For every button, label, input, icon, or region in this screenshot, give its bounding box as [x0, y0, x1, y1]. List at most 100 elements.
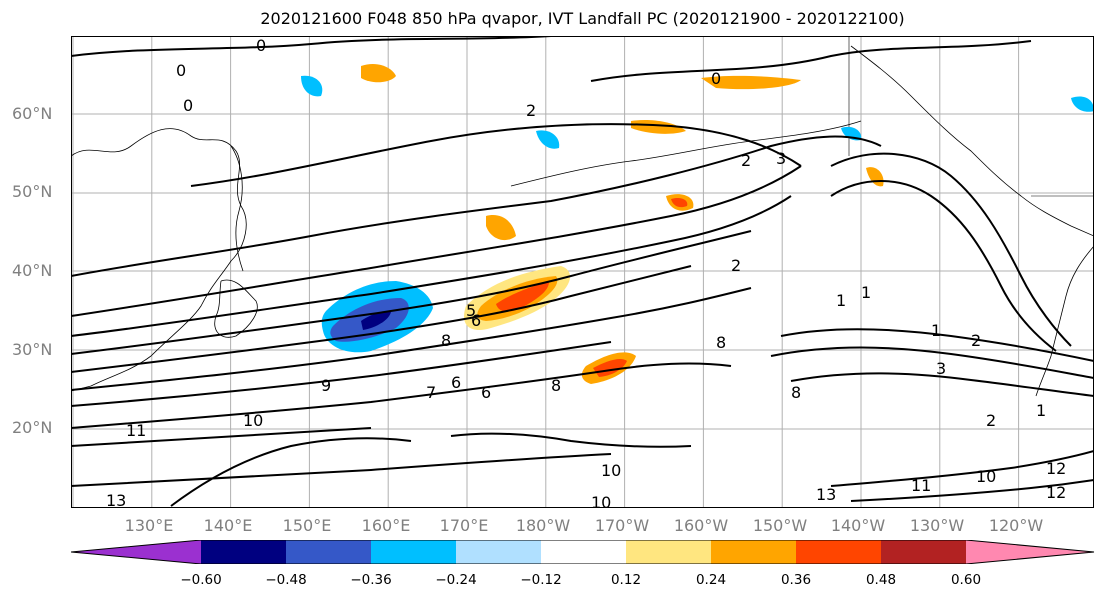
contour-13	[71, 453, 612, 487]
lon-label-140e: 140°E	[203, 516, 253, 535]
contour-label: 10	[976, 467, 996, 486]
anomaly-east-positive-core	[593, 358, 627, 377]
anomaly-bering-positive	[631, 120, 686, 134]
anomaly-gulf-positive	[701, 75, 801, 90]
contour-south-a	[170, 437, 412, 507]
colorbar-cell	[541, 540, 626, 564]
contour-10	[71, 362, 732, 429]
colorbar-cell	[201, 540, 286, 564]
contour-east-12	[850, 479, 1094, 502]
contour-label: 6	[481, 383, 491, 402]
colorbar-tick-024: 0.24	[695, 572, 727, 588]
lon-label-170w: 170°W	[594, 516, 650, 535]
colorbar-cell	[456, 540, 541, 564]
contour-label: 8	[441, 331, 451, 350]
lon-label-150w: 150°W	[752, 516, 808, 535]
contour-8	[71, 287, 752, 391]
colorbar-tick-neg060: −0.60	[180, 572, 222, 588]
anomaly-north3-negative	[536, 130, 560, 149]
contour-label: 2	[526, 101, 536, 120]
contour-label: 12	[1046, 483, 1066, 502]
contour-label: 8	[716, 333, 726, 352]
contour-alaska-loop	[830, 152, 1072, 347]
lon-label-180w: 180°W	[515, 516, 571, 535]
contour-label: 13	[106, 491, 126, 508]
colorbar-cell	[371, 540, 456, 564]
contour-label: 5	[466, 301, 476, 320]
coastline-aleutians	[510, 120, 862, 187]
ivt-contours	[71, 36, 1094, 507]
anomaly-west-negative-peak	[361, 311, 391, 330]
lat-label-50n: 50°N	[12, 182, 53, 201]
contour-alaska-loop2	[830, 180, 1057, 352]
contour-9	[71, 341, 612, 407]
contour-label: 2	[731, 256, 741, 275]
colorbar-cell	[881, 540, 966, 564]
anomaly-ne-negative	[1071, 96, 1094, 112]
colorbar-cell	[711, 540, 796, 564]
contour-0a	[71, 36, 552, 57]
coastline-namerica	[1035, 245, 1094, 397]
colorbar-tick-neg036: −0.36	[350, 572, 392, 588]
lon-label-160e: 160°E	[361, 516, 411, 535]
anomaly-alaska-positive	[866, 167, 884, 187]
contour-label: 13	[816, 485, 836, 504]
contour-2b	[71, 135, 882, 277]
contour-label: 1	[836, 291, 846, 310]
lon-label-140w: 140°W	[830, 516, 886, 535]
colorbar-tick-036: 0.36	[780, 572, 812, 588]
contour-label: 8	[791, 383, 801, 402]
contour-label: 0	[176, 61, 186, 80]
lat-label-40n: 40°N	[12, 261, 53, 280]
contour-11	[71, 427, 372, 447]
negative-anomalies	[301, 75, 1094, 353]
coastline-japan	[214, 279, 258, 338]
anomaly-north-negative	[301, 75, 323, 97]
colorbar-cell	[966, 540, 1094, 564]
contour-east-jet-a	[780, 328, 1094, 362]
coastline-alaska	[850, 45, 1094, 237]
colorbar-cell	[796, 540, 881, 564]
contour-label: 0	[256, 36, 266, 55]
anomaly-north2-positive	[486, 215, 516, 241]
contour-label: 2	[986, 411, 996, 430]
colorbar-tick-neg048: −0.48	[265, 572, 307, 588]
contour-3	[71, 165, 802, 317]
contour-label: 10	[243, 411, 263, 430]
contour-east-jet-b	[770, 346, 1094, 379]
contour-label: 1	[1036, 401, 1046, 420]
contour-label: 2	[741, 151, 751, 170]
lat-label-20n: 20°N	[12, 418, 53, 437]
contour-label: 11	[126, 421, 146, 440]
colorbar	[71, 540, 1095, 564]
colorbar-cell	[626, 540, 711, 564]
coastline-kamchatka	[230, 145, 244, 272]
contour-5	[71, 230, 752, 355]
contour-label: 6	[471, 311, 481, 330]
colorbar-cell	[71, 540, 201, 564]
contour-south-b	[450, 432, 692, 448]
contour-label: 1	[931, 321, 941, 340]
contour-2a	[190, 123, 802, 187]
lon-label-170e: 170°E	[439, 516, 489, 535]
colorbar-tick-neg012: −0.12	[520, 572, 562, 588]
contour-label: 6	[451, 373, 461, 392]
contour-east-jet-c	[790, 372, 1094, 397]
colorbar-tick-neg024: −0.24	[435, 572, 477, 588]
lat-label-60n: 60°N	[12, 104, 53, 123]
anomaly-alaska-negative	[841, 126, 862, 141]
colorbar-tick-048: 0.48	[865, 572, 897, 588]
contour-label: 9	[321, 376, 331, 395]
anomaly-north-positive	[361, 64, 396, 83]
contour-label: 3	[776, 149, 786, 168]
colorbar-outline	[71, 540, 1095, 564]
contour-6	[71, 265, 692, 373]
colorbar-tick-060: 0.60	[950, 572, 982, 588]
coastline-asia	[71, 128, 247, 392]
positive-anomalies	[361, 64, 884, 384]
contour-0b	[590, 40, 1032, 82]
contour-4	[71, 195, 792, 337]
lon-label-150e: 150°E	[282, 516, 332, 535]
